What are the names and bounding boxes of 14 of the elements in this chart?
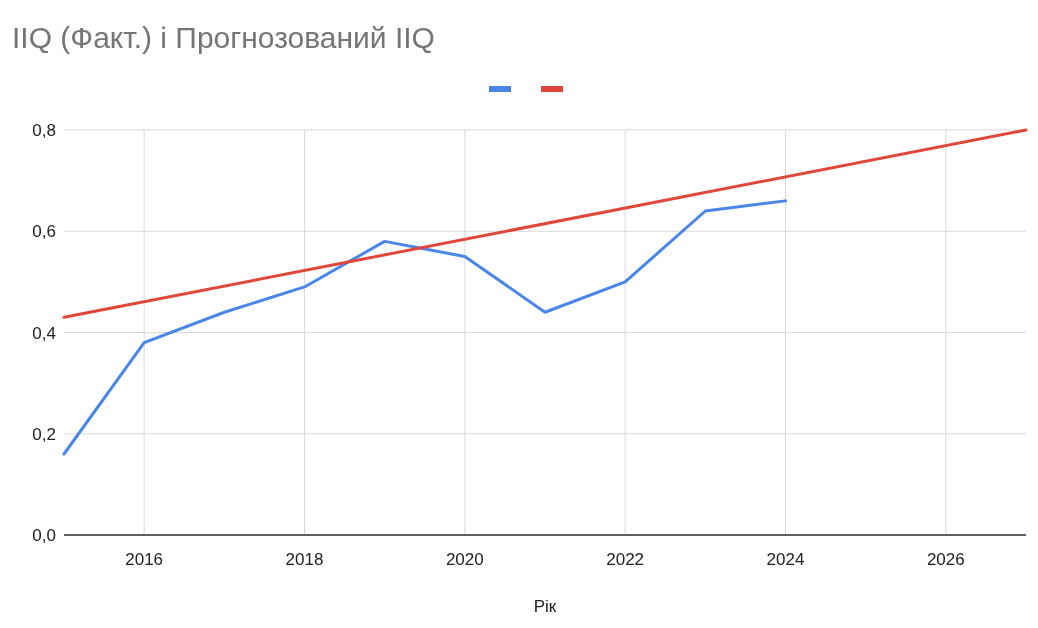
x-tick-label: 2022 <box>606 550 645 569</box>
x-tick-label: 2020 <box>445 550 484 569</box>
y-tick-label: 0,6 <box>32 222 56 242</box>
y-tick-label: 0,0 <box>32 526 56 545</box>
line-series <box>62 199 787 456</box>
x-tick-label: 2024 <box>766 550 805 569</box>
x-tick-label: 2016 <box>125 550 164 569</box>
chart-title: IIQ (Факт.) і Прогнозований IIQ <box>12 21 435 54</box>
x-axis-title: Рік <box>533 597 557 616</box>
y-tick-label: 0,4 <box>32 323 56 343</box>
x-tick-label: 2026 <box>926 550 965 569</box>
y-tick-label: 0,8 <box>32 121 56 140</box>
x-tick-label: 2018 <box>285 550 324 569</box>
y-tick-label: 0,2 <box>32 424 56 444</box>
